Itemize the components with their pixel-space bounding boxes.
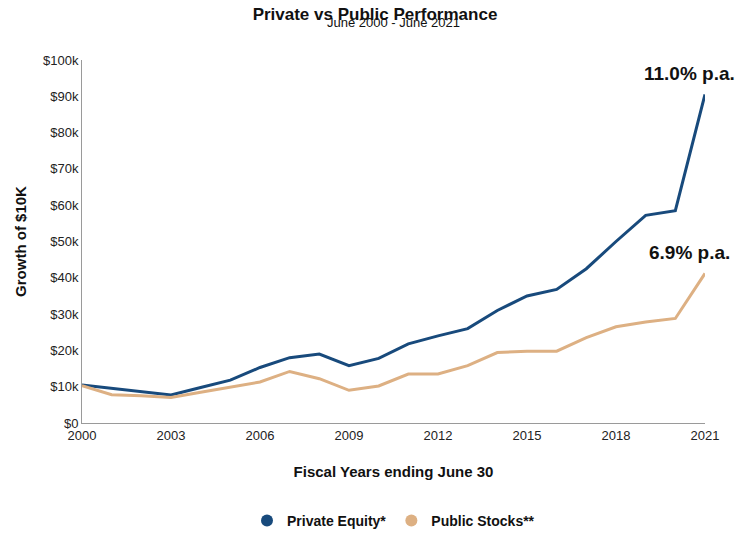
- svg-text:$10k: $10k: [50, 379, 79, 394]
- svg-text:2012: 2012: [424, 428, 453, 443]
- svg-text:Public Stocks**: Public Stocks**: [431, 513, 534, 529]
- svg-text:June 2000 - June 2021: June 2000 - June 2021: [327, 15, 460, 30]
- svg-text:$0: $0: [64, 416, 78, 431]
- svg-text:2009: 2009: [335, 428, 364, 443]
- svg-text:Private vs Public Performance: Private vs Public Performance: [253, 5, 498, 24]
- svg-text:$100k: $100k: [43, 53, 79, 68]
- svg-text:$50k: $50k: [50, 234, 79, 249]
- svg-text:2000: 2000: [68, 428, 97, 443]
- svg-text:2003: 2003: [157, 428, 186, 443]
- svg-text:$30k: $30k: [50, 307, 79, 322]
- svg-text:$90k: $90k: [50, 89, 79, 104]
- svg-text:Fiscal Years ending June 30: Fiscal Years ending June 30: [294, 463, 494, 480]
- svg-text:$70k: $70k: [50, 161, 79, 176]
- svg-text:$20k: $20k: [50, 343, 79, 358]
- svg-text:$80k: $80k: [50, 125, 79, 140]
- svg-text:2018: 2018: [602, 428, 631, 443]
- svg-text:2006: 2006: [246, 428, 275, 443]
- svg-text:11.0% p.a.: 11.0% p.a.: [644, 63, 735, 84]
- svg-text:2015: 2015: [513, 428, 542, 443]
- svg-text:$40k: $40k: [50, 270, 79, 285]
- svg-text:6.9% p.a.: 6.9% p.a.: [649, 242, 730, 263]
- svg-text:$60k: $60k: [50, 198, 79, 213]
- svg-text:Private Equity*: Private Equity*: [287, 513, 386, 529]
- svg-text:2021: 2021: [691, 428, 720, 443]
- svg-text:Growth of $10K: Growth of $10K: [12, 186, 29, 297]
